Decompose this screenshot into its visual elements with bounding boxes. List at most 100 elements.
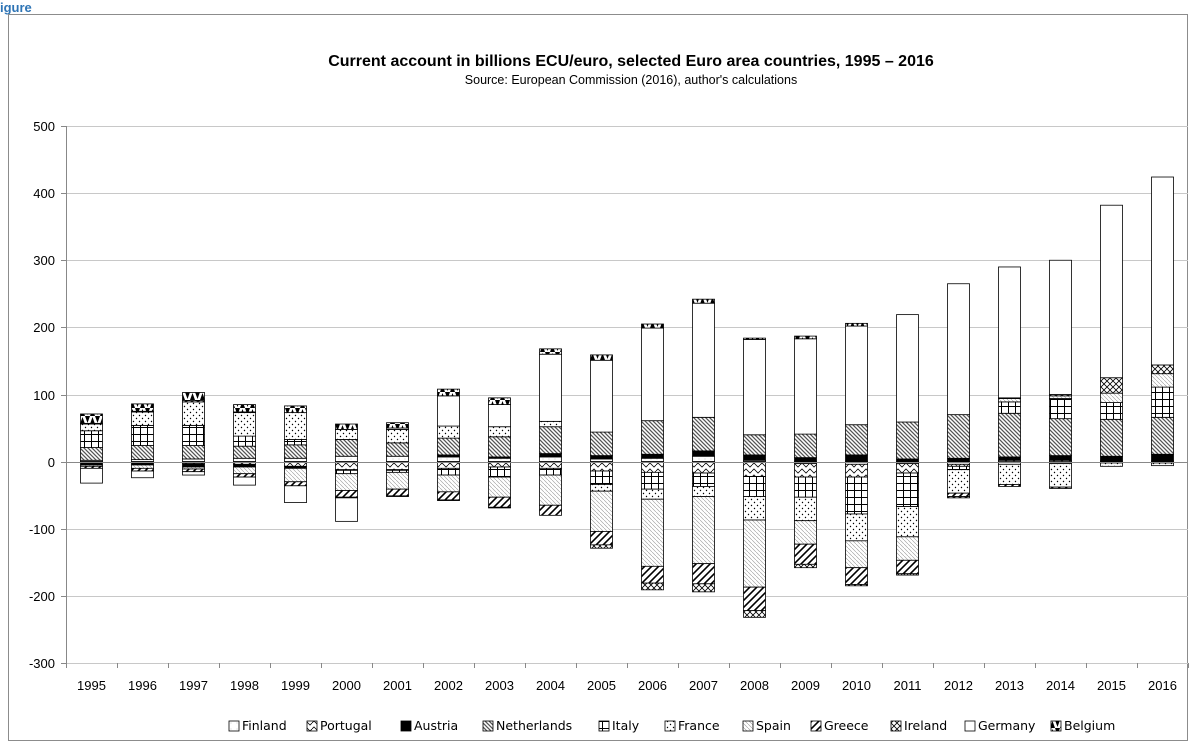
bar-segment [998, 401, 1021, 414]
bar-segment [131, 411, 154, 426]
bar-segment [182, 392, 205, 401]
bar-segment [692, 496, 715, 565]
bar-segment [386, 495, 409, 497]
bar-segment [488, 426, 511, 438]
bar-segment [539, 453, 562, 458]
legend-label: Austria [414, 718, 458, 733]
chart-subtitle: Source: European Commission (2016), auth… [465, 73, 797, 87]
bar-segment [947, 457, 970, 463]
bar-segment [590, 470, 613, 485]
bar-segment [590, 461, 613, 472]
bar-segment [794, 433, 817, 458]
y-tick-label: 0 [48, 455, 55, 470]
bar-segment [896, 536, 919, 561]
bar-segment [1049, 395, 1072, 399]
bar-segment [641, 471, 664, 490]
bar-segment [641, 327, 664, 422]
legend-swatch [400, 720, 412, 732]
bar-segment [590, 458, 613, 463]
bar-segment [692, 461, 715, 474]
y-tick-label: 400 [33, 186, 55, 201]
bar-segment [437, 499, 460, 501]
bar-segment [743, 496, 766, 521]
y-tick-label: -200 [29, 589, 55, 604]
legend-label: Spain [756, 718, 791, 733]
bar-segment [1100, 462, 1123, 467]
bar-segment [284, 444, 307, 459]
legend-swatch [482, 720, 494, 732]
bar-segment [1049, 259, 1072, 395]
bar-segment [692, 472, 715, 487]
x-tick-label: 2000 [332, 678, 361, 693]
legend-label: Finland [242, 718, 287, 733]
bar-segment [488, 476, 511, 498]
bar-segment [182, 401, 205, 426]
bar-segment [794, 338, 817, 435]
bar-segment [845, 584, 868, 587]
bar-segment [284, 467, 307, 483]
bar-segment [743, 586, 766, 612]
bar-segment [743, 519, 766, 588]
bar-segment [335, 473, 358, 491]
bar-segment [692, 298, 715, 304]
bar-segment [284, 457, 307, 463]
bar-segment [386, 422, 409, 429]
x-tick-label: 1999 [281, 678, 310, 693]
bar-segment [794, 520, 817, 545]
bar-segment [743, 339, 766, 436]
bar-segment [539, 504, 562, 516]
bar-segment [1100, 402, 1123, 420]
bar-segment [794, 476, 817, 498]
bar-segment [233, 404, 256, 413]
bar-segment [896, 506, 919, 538]
bar-segment [182, 471, 205, 476]
legend-swatch [964, 720, 976, 732]
bar-segment [998, 484, 1021, 487]
bar-segment [284, 412, 307, 440]
bar-segment [896, 458, 919, 463]
legend-swatch [890, 720, 902, 732]
bar-segment [284, 439, 307, 446]
bar-segment [1100, 455, 1123, 462]
legend-swatch [1050, 720, 1062, 732]
y-tick-label: 200 [33, 320, 55, 335]
bar-segment [743, 434, 766, 456]
x-tick-label: 2006 [638, 678, 667, 693]
bar-segment [794, 543, 817, 565]
x-tick-label: 1995 [77, 678, 106, 693]
bar-segment [80, 423, 103, 432]
legend-label: Portugal [320, 718, 372, 733]
bar-segment [590, 531, 613, 546]
bar-segment [182, 445, 205, 460]
bar-segment [1151, 176, 1174, 366]
bar-segment [437, 474, 460, 493]
bar-segment [131, 403, 154, 412]
x-tick-label: 2013 [995, 678, 1024, 693]
bar-segment [182, 458, 205, 463]
x-tick-label: 2011 [894, 678, 922, 693]
bar-segment [1100, 204, 1123, 379]
x-tick-label: 2001 [383, 678, 412, 693]
bar-segment [641, 420, 664, 455]
bar-segment [692, 302, 715, 418]
bar-segment [641, 323, 664, 329]
bar-segment [539, 353, 562, 422]
legend-swatch [598, 720, 610, 732]
x-tick-label: 2008 [740, 678, 769, 693]
bar-segment [284, 485, 307, 503]
bar-segment [437, 467, 460, 476]
bar-segment [233, 457, 256, 463]
y-tick-label: 100 [33, 388, 55, 403]
bar-segment [590, 455, 613, 460]
x-tick-label: 2003 [485, 678, 514, 693]
bar-segment [437, 456, 460, 463]
bar-segment [590, 490, 613, 532]
legend-label: Germany [978, 718, 1036, 733]
bar-segment [80, 430, 103, 448]
x-tick-label: 2002 [434, 678, 463, 693]
bar-segment [131, 464, 154, 469]
bar-segment [80, 467, 103, 484]
bar-segment [692, 416, 715, 452]
legend-label: Ireland [904, 718, 947, 733]
x-tick-label: 2007 [689, 678, 718, 693]
